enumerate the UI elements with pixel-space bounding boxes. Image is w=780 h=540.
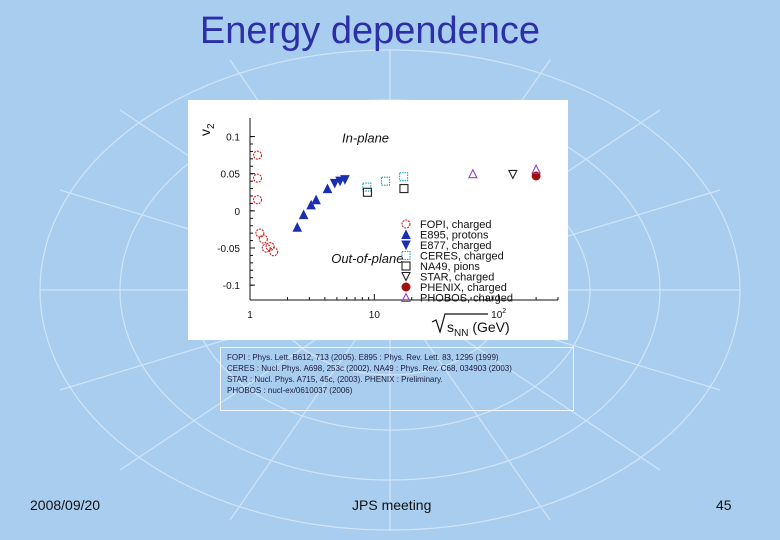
y-tick-label: 0.05 xyxy=(221,170,241,181)
data-point-2 xyxy=(298,209,309,220)
data-point-4 xyxy=(399,172,409,182)
legend-label-4: CERES, charged xyxy=(420,251,504,263)
y-axis-label-text: v2 xyxy=(197,123,217,136)
legend-label-6: STAR, charged xyxy=(420,272,494,284)
legend-label-8: PHOBOS, charged xyxy=(420,293,513,305)
data-point-8 xyxy=(467,168,478,179)
legend-label-1: FOPI, charged xyxy=(420,219,492,231)
data-point-2 xyxy=(311,194,321,205)
data-point-2 xyxy=(292,222,303,232)
data-point-8 xyxy=(531,164,541,174)
legend-marker-5 xyxy=(401,261,411,271)
data-point-1 xyxy=(258,234,268,244)
y-axis-label: v2 xyxy=(197,123,217,136)
reference-line-2: CERES : Nucl. Phys. A698, 253c (2002). N… xyxy=(227,364,512,373)
data-point-4 xyxy=(380,176,391,186)
data-point-4 xyxy=(362,182,372,192)
x-tick-label: 1 xyxy=(247,310,253,321)
data-point-1 xyxy=(252,150,263,160)
legend-marker-7 xyxy=(401,282,411,292)
annotation-in-plane: In-plane xyxy=(342,131,389,146)
legend-marker-8 xyxy=(401,292,411,303)
reference-line-3: STAR : Nucl. Phys. A715, 45c, (2003). PH… xyxy=(227,375,443,384)
legend-marker-6 xyxy=(401,271,411,282)
legend-marker-1 xyxy=(401,219,411,229)
data-point-1 xyxy=(255,228,265,238)
legend-marker-3 xyxy=(401,240,411,251)
x-axis-label-text: sNN (GeV) xyxy=(447,319,510,339)
reference-line-4: PHOBOS : nucl-ex/0610037 (2006) xyxy=(227,386,353,395)
legend-marker-2 xyxy=(401,229,411,239)
data-point-7 xyxy=(531,171,541,181)
y-tick-label: 0.1 xyxy=(226,133,240,144)
footer-page-number: 45 xyxy=(716,497,732,513)
data-point-6 xyxy=(507,169,518,180)
footer-date: 2008/09/20 xyxy=(30,497,101,513)
x-tick-label: 10 xyxy=(369,310,381,321)
references-box: FOPI : Phys. Lett. B612, 713 (2005). E89… xyxy=(220,347,574,411)
annotation-out-of-plane: Out-of-plane xyxy=(331,251,403,266)
data-point-2 xyxy=(322,183,333,194)
data-point-1 xyxy=(252,173,263,183)
legend-label-2: E895, protons xyxy=(420,230,489,242)
legend-label-3: E877, charged xyxy=(420,240,492,252)
legend-label-7: PHENIX, charged xyxy=(420,282,507,294)
data-point-5 xyxy=(362,187,372,197)
chart-panel: 0.1 0.05 0 -0.05 -0.1 1 10 102 v2 sNN (GeV) In-pla… xyxy=(188,100,568,340)
footer-meeting: JPS meeting xyxy=(352,497,432,513)
data-point-3 xyxy=(340,175,350,185)
y-tick-label: 0 xyxy=(234,207,240,218)
data-point-3 xyxy=(329,178,340,189)
y-tick-label: -0.05 xyxy=(217,244,240,255)
y-tick-label: -0.1 xyxy=(223,281,241,292)
data-point-2 xyxy=(306,199,316,210)
legend-label-5: NA49, pions xyxy=(420,261,480,273)
reference-line-1: FOPI : Phys. Lett. B612, 713 (2005). E89… xyxy=(227,353,499,362)
data-point-5 xyxy=(399,184,409,194)
data-point-1 xyxy=(269,247,279,257)
data-point-1 xyxy=(252,195,263,205)
data-point-3 xyxy=(335,176,345,187)
data-point-1 xyxy=(261,243,271,253)
legend-marker-4 xyxy=(401,250,411,261)
slide-title: Energy dependence xyxy=(199,10,541,52)
sqrt-symbol xyxy=(431,313,488,335)
